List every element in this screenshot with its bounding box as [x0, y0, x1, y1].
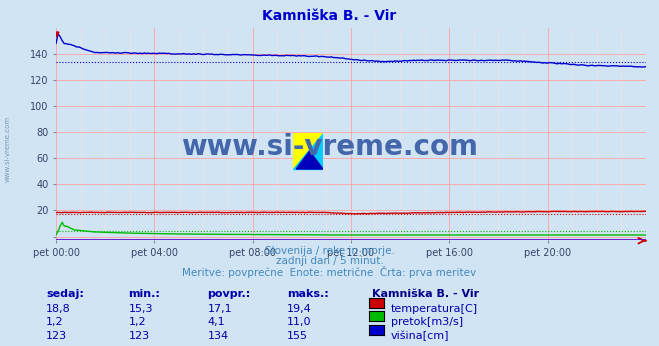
- Polygon shape: [293, 133, 323, 169]
- Text: 1,2: 1,2: [129, 317, 146, 327]
- Text: 123: 123: [129, 331, 150, 341]
- Text: Kamniška B. - Vir: Kamniška B. - Vir: [262, 9, 397, 22]
- Text: 134: 134: [208, 331, 229, 341]
- Text: povpr.:: povpr.:: [208, 289, 251, 299]
- Text: sedaj:: sedaj:: [46, 289, 84, 299]
- Text: temperatura[C]: temperatura[C]: [391, 304, 478, 314]
- Text: 123: 123: [46, 331, 67, 341]
- Text: Meritve: povprečne  Enote: metrične  Črta: prva meritev: Meritve: povprečne Enote: metrične Črta:…: [183, 266, 476, 279]
- Text: 4,1: 4,1: [208, 317, 225, 327]
- Text: 15,3: 15,3: [129, 304, 153, 314]
- Text: www.si-vreme.com: www.si-vreme.com: [181, 133, 478, 161]
- Polygon shape: [293, 133, 323, 169]
- Text: 155: 155: [287, 331, 308, 341]
- Text: Slovenija / reke in morje.: Slovenija / reke in morje.: [264, 246, 395, 256]
- Text: 11,0: 11,0: [287, 317, 311, 327]
- Polygon shape: [297, 151, 323, 169]
- Text: Kamniška B. - Vir: Kamniška B. - Vir: [372, 289, 480, 299]
- Text: maks.:: maks.:: [287, 289, 328, 299]
- Text: zadnji dan / 5 minut.: zadnji dan / 5 minut.: [275, 256, 384, 266]
- Text: pretok[m3/s]: pretok[m3/s]: [391, 317, 463, 327]
- Text: min.:: min.:: [129, 289, 160, 299]
- Text: 18,8: 18,8: [46, 304, 71, 314]
- Text: www.si-vreme.com: www.si-vreme.com: [4, 116, 11, 182]
- Text: 1,2: 1,2: [46, 317, 64, 327]
- Text: 17,1: 17,1: [208, 304, 232, 314]
- Text: 19,4: 19,4: [287, 304, 312, 314]
- Text: višina[cm]: višina[cm]: [391, 331, 449, 341]
